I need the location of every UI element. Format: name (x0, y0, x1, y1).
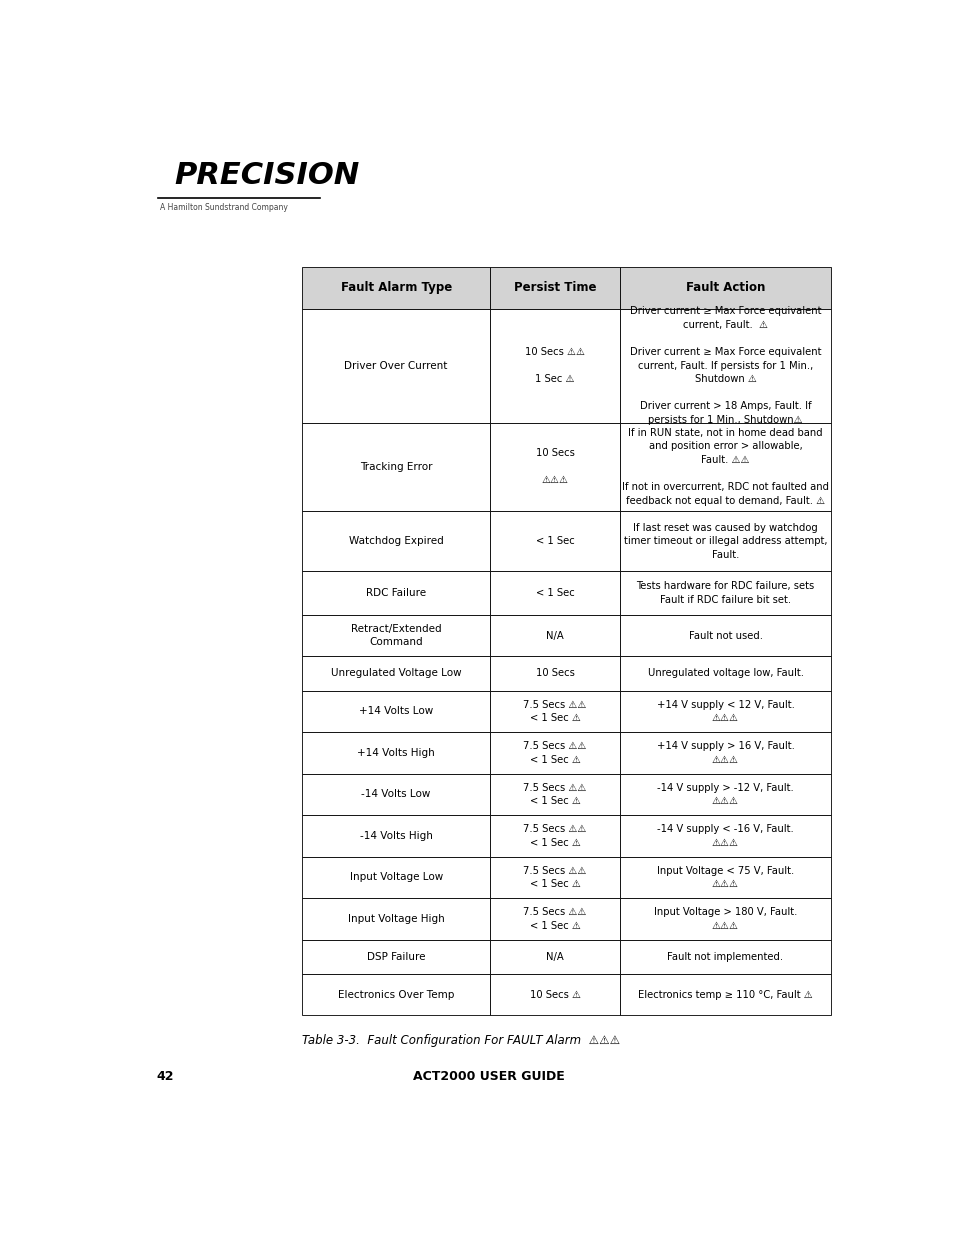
Bar (619, 773, 830, 815)
Text: < 1 Sec: < 1 Sec (536, 536, 574, 546)
Text: +14 V supply < 12 V, Fault.
⚠⚠⚠: +14 V supply < 12 V, Fault. ⚠⚠⚠ (656, 699, 794, 724)
Bar (619, 572, 830, 615)
Bar (301, 857, 490, 898)
Bar (490, 898, 619, 940)
Text: Unregulated voltage low, Fault.: Unregulated voltage low, Fault. (647, 668, 802, 678)
Bar (301, 732, 490, 773)
Text: Table 3-3.  Fault Configuration For FAULT Alarm  ⚠⚠⚠: Table 3-3. Fault Configuration For FAULT… (301, 1035, 619, 1047)
Bar (490, 656, 619, 690)
Text: 7.5 Secs ⚠⚠
< 1 Sec ⚠: 7.5 Secs ⚠⚠ < 1 Sec ⚠ (523, 741, 586, 764)
Text: PRECISION: PRECISION (174, 161, 359, 190)
Text: Persist Time: Persist Time (514, 282, 596, 294)
Bar (490, 732, 619, 773)
Bar (490, 572, 619, 615)
Bar (619, 511, 830, 572)
Bar (301, 773, 490, 815)
Bar (490, 615, 619, 656)
Text: 10 Secs

⚠⚠⚠: 10 Secs ⚠⚠⚠ (535, 448, 574, 485)
Text: Fault Action: Fault Action (685, 282, 764, 294)
Text: Input Voltage < 75 V, Fault.
⚠⚠⚠: Input Voltage < 75 V, Fault. ⚠⚠⚠ (657, 866, 793, 889)
Bar (301, 572, 490, 615)
Text: 7.5 Secs ⚠⚠
< 1 Sec ⚠: 7.5 Secs ⚠⚠ < 1 Sec ⚠ (523, 699, 586, 724)
Text: Tracking Error: Tracking Error (359, 462, 432, 472)
Text: If in RUN state, not in home dead band
and position error > allowable,
Fault. ⚠⚠: If in RUN state, not in home dead band a… (621, 427, 828, 506)
Bar (619, 615, 830, 656)
Bar (619, 309, 830, 422)
Bar (490, 857, 619, 898)
Text: Input Voltage Low: Input Voltage Low (349, 872, 442, 883)
Bar (619, 974, 830, 1015)
Bar (490, 773, 619, 815)
Text: Tests hardware for RDC failure, sets
Fault if RDC failure bit set.: Tests hardware for RDC failure, sets Fau… (636, 582, 814, 605)
Bar (619, 656, 830, 690)
Bar (619, 732, 830, 773)
Bar (301, 511, 490, 572)
Text: 42: 42 (156, 1070, 173, 1083)
Text: 7.5 Secs ⚠⚠
< 1 Sec ⚠: 7.5 Secs ⚠⚠ < 1 Sec ⚠ (523, 866, 586, 889)
Bar (490, 940, 619, 974)
Bar (490, 422, 619, 511)
Text: Input Voltage > 180 V, Fault.
⚠⚠⚠: Input Voltage > 180 V, Fault. ⚠⚠⚠ (653, 908, 797, 931)
Text: Driver current ≥ Max Force equivalent
current, Fault.  ⚠

Driver current ≥ Max F: Driver current ≥ Max Force equivalent cu… (629, 306, 821, 425)
Text: +14 Volts Low: +14 Volts Low (358, 706, 433, 716)
Bar (619, 690, 830, 732)
Bar (301, 940, 490, 974)
Bar (301, 267, 490, 309)
Text: -14 V supply > -12 V, Fault.
⚠⚠⚠: -14 V supply > -12 V, Fault. ⚠⚠⚠ (657, 783, 793, 806)
Bar (301, 898, 490, 940)
Bar (301, 656, 490, 690)
Bar (301, 615, 490, 656)
Bar (490, 267, 619, 309)
Bar (301, 690, 490, 732)
Text: DSP Failure: DSP Failure (367, 952, 425, 962)
Text: RDC Failure: RDC Failure (366, 588, 426, 598)
Text: Fault Alarm Type: Fault Alarm Type (340, 282, 452, 294)
Bar (619, 815, 830, 857)
Text: Electronics temp ≥ 110 °C, Fault ⚠: Electronics temp ≥ 110 °C, Fault ⚠ (638, 989, 812, 999)
Bar (619, 267, 830, 309)
Text: A Hamilton Sundstrand Company: A Hamilton Sundstrand Company (160, 204, 288, 212)
Text: -14 V supply < -16 V, Fault.
⚠⚠⚠: -14 V supply < -16 V, Fault. ⚠⚠⚠ (657, 824, 793, 847)
Bar (301, 974, 490, 1015)
Text: N/A: N/A (546, 952, 563, 962)
Bar (490, 974, 619, 1015)
Bar (619, 422, 830, 511)
Text: -14 Volts High: -14 Volts High (359, 831, 432, 841)
Bar (490, 511, 619, 572)
Text: N/A: N/A (546, 631, 563, 641)
Text: Electronics Over Temp: Electronics Over Temp (337, 989, 454, 999)
Text: +14 Volts High: +14 Volts High (356, 748, 435, 758)
Bar (490, 690, 619, 732)
Text: 7.5 Secs ⚠⚠
< 1 Sec ⚠: 7.5 Secs ⚠⚠ < 1 Sec ⚠ (523, 783, 586, 806)
Text: Fault not used.: Fault not used. (688, 631, 761, 641)
Text: < 1 Sec: < 1 Sec (536, 588, 574, 598)
Text: 7.5 Secs ⚠⚠
< 1 Sec ⚠: 7.5 Secs ⚠⚠ < 1 Sec ⚠ (523, 908, 586, 931)
Text: Unregulated Voltage Low: Unregulated Voltage Low (331, 668, 461, 678)
Bar (301, 422, 490, 511)
Text: ACT2000 USER GUIDE: ACT2000 USER GUIDE (413, 1070, 564, 1083)
Text: 10 Secs ⚠⚠

1 Sec ⚠: 10 Secs ⚠⚠ 1 Sec ⚠ (524, 347, 584, 384)
Text: 10 Secs ⚠: 10 Secs ⚠ (529, 989, 580, 999)
Text: +14 V supply > 16 V, Fault.
⚠⚠⚠: +14 V supply > 16 V, Fault. ⚠⚠⚠ (656, 741, 794, 764)
Text: Retract/Extended
Command: Retract/Extended Command (351, 624, 441, 647)
Bar (301, 815, 490, 857)
Text: -14 Volts Low: -14 Volts Low (361, 789, 431, 799)
Text: If last reset was caused by watchdog
timer timeout or illegal address attempt,
F: If last reset was caused by watchdog tim… (623, 522, 826, 559)
Bar (490, 815, 619, 857)
Bar (490, 309, 619, 422)
Text: Watchdog Expired: Watchdog Expired (349, 536, 443, 546)
Bar (619, 857, 830, 898)
Bar (301, 309, 490, 422)
Text: 10 Secs: 10 Secs (535, 668, 574, 678)
Text: Input Voltage High: Input Voltage High (348, 914, 444, 924)
Bar (619, 898, 830, 940)
Bar (619, 940, 830, 974)
Text: 7.5 Secs ⚠⚠
< 1 Sec ⚠: 7.5 Secs ⚠⚠ < 1 Sec ⚠ (523, 824, 586, 847)
Text: Driver Over Current: Driver Over Current (344, 361, 447, 370)
Text: Fault not implemented.: Fault not implemented. (667, 952, 782, 962)
